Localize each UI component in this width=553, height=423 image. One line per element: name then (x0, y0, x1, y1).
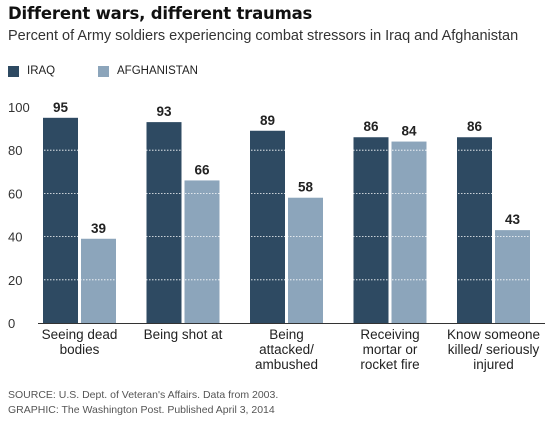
legend-item-afghanistan: AFGHANISTAN (98, 64, 198, 78)
category-label-line: killed/ seriously (448, 342, 540, 357)
legend-label-afghanistan: AFGHANISTAN (117, 65, 198, 77)
bar-iraq (457, 137, 492, 323)
y-tick-label: 80 (8, 143, 22, 158)
data-label-iraq: 86 (363, 119, 379, 134)
category-label: Know someone killed/ seriously injured (447, 327, 540, 372)
y-tick-label: 100 (8, 100, 30, 115)
category-label-line: Receiving (360, 327, 419, 342)
category-label-line: ambushed (255, 357, 318, 372)
category-label: Receiving mortar or rocket fire (360, 327, 419, 372)
data-label-afghanistan: 43 (505, 212, 521, 227)
source-line: SOURCE: U.S. Dept. of Veteran's Affairs.… (8, 389, 279, 401)
bar-afghanistan (81, 238, 116, 323)
bars-layer (43, 117, 530, 324)
category-label-line: Know someone (447, 327, 540, 342)
category-label-line: Being (269, 327, 304, 342)
bar-afghanistan (495, 230, 530, 323)
y-tick-label: 0 (8, 316, 15, 331)
category-label-line: Being shot at (144, 327, 223, 342)
chart-title: Different wars, different traumas (8, 4, 313, 23)
bar-afghanistan (184, 180, 220, 323)
bar-iraq (43, 117, 78, 323)
y-tick-label: 20 (8, 273, 22, 288)
category-label-line: Seeing dead (42, 327, 118, 342)
gridlines-layer (38, 106, 545, 281)
bar-iraq (146, 122, 182, 324)
legend-swatch-afghanistan (98, 65, 109, 77)
legend-label-iraq: IRAQ (27, 65, 56, 77)
y-tick-label: 40 (8, 230, 22, 245)
bar-afghanistan (288, 197, 323, 323)
category-label-line: bodies (60, 342, 100, 357)
category-label-line: attacked/ (259, 342, 314, 357)
y-tick-label: 60 (8, 186, 22, 201)
bar-iraq (353, 137, 389, 323)
graphic-credit-line: GRAPHIC: The Washington Post. Published … (8, 404, 275, 416)
data-label-afghanistan: 39 (91, 221, 106, 236)
category-label-line: rocket fire (360, 357, 419, 372)
chart-subtitle: Percent of Army soldiers experiencing co… (8, 28, 519, 44)
category-label-line: mortar or (363, 342, 418, 357)
data-label-afghanistan: 66 (194, 162, 210, 177)
category-label: Being shot at (144, 327, 223, 342)
bar-afghanistan (391, 141, 427, 323)
legend-swatch-iraq (8, 65, 19, 77)
category-label: Being attacked/ambushed (255, 327, 318, 372)
data-label-iraq: 95 (53, 100, 69, 115)
labels-layer: 0 20 40 60 80 100 95 39 Seeing dead bodies 93 66 Bei… (8, 100, 545, 372)
category-label-line: injured (473, 357, 514, 372)
legend-item-iraq: IRAQ (8, 64, 55, 78)
data-label-iraq: 93 (156, 104, 172, 119)
category-label: Seeing dead bodies (42, 327, 118, 357)
data-label-iraq: 89 (260, 113, 275, 128)
bar-iraq (250, 130, 285, 323)
data-label-afghanistan: 84 (401, 124, 417, 139)
data-label-iraq: 86 (467, 119, 483, 134)
data-label-afghanistan: 58 (298, 180, 314, 195)
source-note: SOURCE: U.S. Dept. of Veteran's Affairs.… (8, 388, 278, 418)
